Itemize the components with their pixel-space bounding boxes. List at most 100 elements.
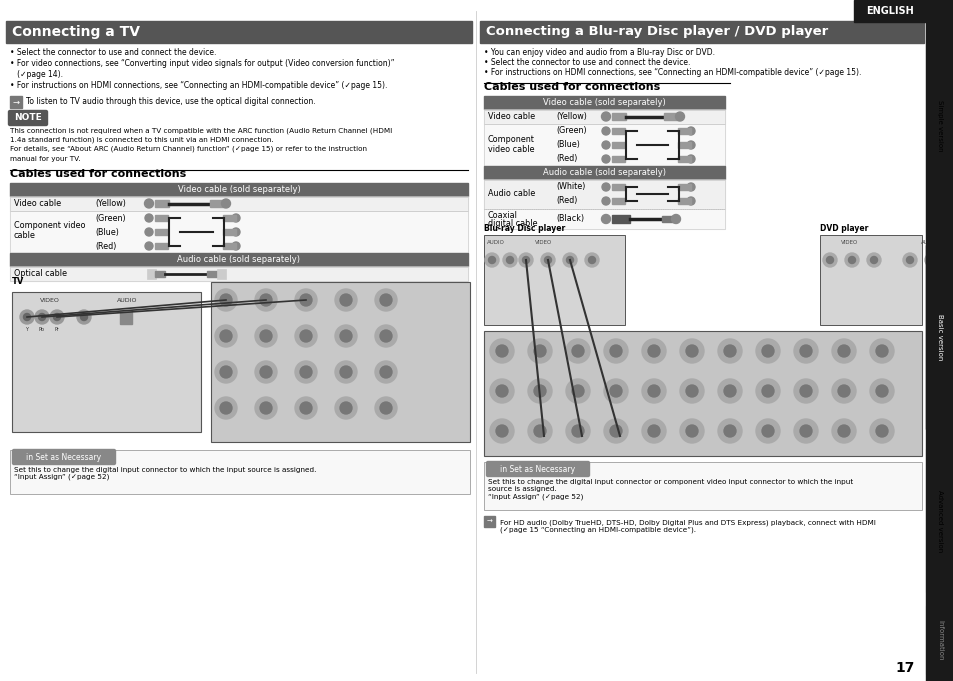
Bar	[483, 109, 724, 124]
Bar	[483, 331, 921, 456]
Text: Set this to change the digital input connector or component video input connecto: Set this to change the digital input con…	[488, 479, 852, 499]
Bar	[10, 196, 468, 211]
Circle shape	[214, 325, 236, 347]
Circle shape	[490, 419, 514, 443]
Circle shape	[755, 379, 780, 403]
Circle shape	[260, 294, 272, 306]
Circle shape	[924, 253, 938, 267]
Circle shape	[496, 345, 507, 357]
Circle shape	[254, 361, 276, 383]
Bar	[10, 196, 468, 211]
Bar	[154, 200, 169, 207]
Circle shape	[647, 345, 659, 357]
Text: • You can enjoy video and audio from a Blu-ray Disc or DVD.: • You can enjoy video and audio from a B…	[483, 48, 714, 57]
Circle shape	[831, 379, 855, 403]
Circle shape	[822, 253, 836, 267]
Text: Video cable (sold separately): Video cable (sold separately)	[542, 98, 665, 107]
Circle shape	[335, 361, 356, 383]
Circle shape	[869, 379, 893, 403]
Circle shape	[601, 215, 610, 223]
Circle shape	[379, 330, 392, 342]
Circle shape	[686, 155, 695, 163]
Circle shape	[220, 366, 232, 378]
Circle shape	[544, 257, 551, 264]
Circle shape	[299, 402, 312, 414]
Circle shape	[214, 397, 236, 419]
Circle shape	[800, 425, 811, 437]
FancyBboxPatch shape	[9, 110, 48, 125]
Circle shape	[260, 330, 272, 342]
Circle shape	[566, 257, 573, 264]
Text: Simple version: Simple version	[936, 100, 942, 152]
Circle shape	[601, 127, 609, 135]
Circle shape	[641, 419, 665, 443]
Text: Component: Component	[488, 135, 535, 144]
Circle shape	[761, 385, 773, 397]
Bar	[483, 516, 495, 527]
Bar	[6, 21, 472, 43]
Text: →: →	[486, 518, 492, 524]
Circle shape	[723, 345, 735, 357]
Circle shape	[522, 257, 529, 264]
Text: For details, see “About ARC (Audio Return Channel) function” (✓page 15) or refer: For details, see “About ARC (Audio Retur…	[10, 146, 367, 153]
Bar	[154, 229, 168, 235]
Circle shape	[685, 345, 698, 357]
Circle shape	[866, 253, 880, 267]
Bar	[612, 142, 624, 148]
Text: This connection is not required when a TV compatible with the ARC function (Audi: This connection is not required when a T…	[10, 127, 392, 133]
Text: • For video connections, see “Converting input video signals for output (Video c: • For video connections, see “Converting…	[10, 59, 395, 68]
Circle shape	[299, 330, 312, 342]
Circle shape	[379, 294, 392, 306]
Circle shape	[214, 289, 236, 311]
Circle shape	[38, 313, 46, 321]
Bar	[223, 229, 235, 235]
Bar	[483, 124, 724, 166]
Text: For HD audio (Dolby TrueHD, DTS-HD, Dolby Digital Plus and DTS Express) playback: For HD audio (Dolby TrueHD, DTS-HD, Dolb…	[499, 519, 875, 533]
Bar	[10, 450, 470, 494]
Bar	[678, 142, 690, 148]
Text: Coaxial: Coaxial	[488, 210, 517, 219]
Circle shape	[232, 228, 240, 236]
Circle shape	[647, 385, 659, 397]
Circle shape	[837, 385, 849, 397]
Bar	[612, 198, 624, 204]
Circle shape	[572, 385, 583, 397]
Bar	[12, 292, 201, 432]
Bar	[10, 211, 468, 253]
Bar	[483, 235, 624, 325]
Bar	[154, 243, 168, 249]
Circle shape	[572, 425, 583, 437]
Bar	[483, 124, 724, 166]
Circle shape	[339, 402, 352, 414]
Circle shape	[755, 339, 780, 363]
Text: Pr: Pr	[54, 327, 59, 332]
Text: Audio cable (sold separately): Audio cable (sold separately)	[177, 255, 300, 264]
Circle shape	[518, 253, 533, 267]
Text: Y: Y	[26, 327, 29, 332]
Circle shape	[686, 197, 695, 205]
Circle shape	[335, 289, 356, 311]
Circle shape	[869, 257, 877, 264]
Bar	[678, 184, 690, 190]
Circle shape	[294, 397, 316, 419]
Circle shape	[603, 379, 627, 403]
Circle shape	[837, 345, 849, 357]
Circle shape	[686, 127, 695, 135]
Text: (Red): (Red)	[556, 197, 577, 206]
Text: (White): (White)	[556, 183, 585, 191]
Circle shape	[718, 339, 741, 363]
Text: AUDIO: AUDIO	[487, 240, 504, 245]
Circle shape	[761, 425, 773, 437]
Text: Video cable: Video cable	[14, 199, 61, 208]
Circle shape	[53, 313, 60, 321]
Circle shape	[927, 257, 935, 264]
Text: 17: 17	[894, 661, 914, 675]
Bar	[612, 215, 629, 223]
Circle shape	[718, 379, 741, 403]
Text: AUDIO: AUDIO	[116, 298, 137, 303]
Circle shape	[902, 253, 916, 267]
Text: (Yellow): (Yellow)	[556, 112, 586, 121]
Bar	[10, 96, 22, 108]
Bar	[223, 243, 235, 249]
Circle shape	[831, 339, 855, 363]
